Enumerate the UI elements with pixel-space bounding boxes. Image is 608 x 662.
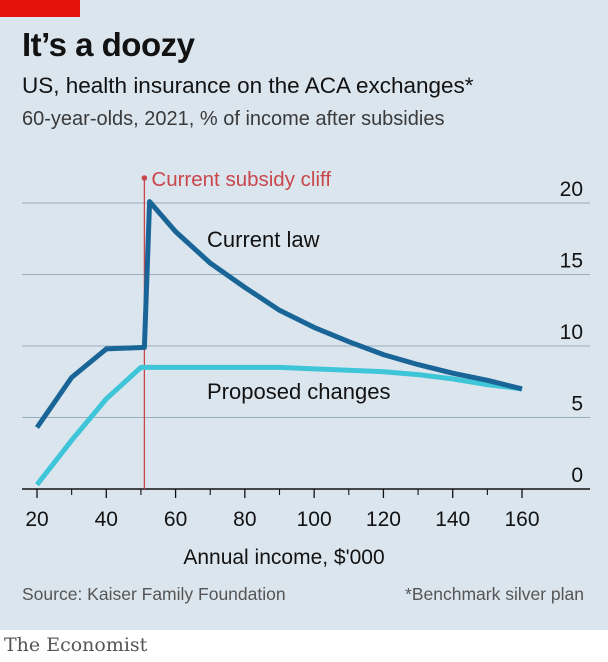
- y-tick-label: 10: [560, 321, 583, 344]
- y-tick-label: 0: [571, 464, 583, 487]
- chart-title: It’s a doozy: [22, 26, 195, 63]
- chart-description: 60-year-olds, 2021, % of income after su…: [22, 108, 445, 130]
- source-note: Source: Kaiser Family Foundation: [22, 584, 286, 604]
- footnote: *Benchmark silver plan: [405, 584, 584, 604]
- x-tick-label: 80: [233, 508, 256, 531]
- x-tick-label: 140: [435, 508, 470, 531]
- x-tick-label: 60: [164, 508, 187, 531]
- x-tick-label: 20: [25, 508, 48, 531]
- brand-red-tag: [0, 0, 80, 17]
- brand-wordmark: The Economist: [4, 634, 148, 656]
- x-tick-label: 160: [504, 508, 539, 531]
- x-tick-label: 120: [366, 508, 401, 531]
- chart-card: It’s a doozy US, health insurance on the…: [0, 0, 608, 630]
- chart-subtitle: US, health insurance on the ACA exchange…: [22, 73, 474, 98]
- current-law-line: [34, 199, 523, 429]
- subsidy-cliff-label: Current subsidy cliff: [151, 168, 331, 191]
- subsidy-cliff-dot: [141, 175, 148, 181]
- y-tick-label: 20: [560, 178, 583, 201]
- current-law-label: Current law: [207, 227, 320, 252]
- y-tick-label: 5: [571, 393, 583, 416]
- x-tick-label: 40: [95, 508, 118, 531]
- proposed-changes-line: [35, 364, 523, 487]
- line-chart: 0 5 10 15 20 20 40 60 80 100 120 140 160 Annual incom…: [22, 168, 590, 569]
- y-tick-label: 15: [560, 250, 583, 273]
- proposed-changes-label: Proposed changes: [207, 379, 390, 404]
- x-tick-label: 100: [297, 508, 332, 531]
- x-axis-title: Annual income, $'000: [183, 546, 384, 569]
